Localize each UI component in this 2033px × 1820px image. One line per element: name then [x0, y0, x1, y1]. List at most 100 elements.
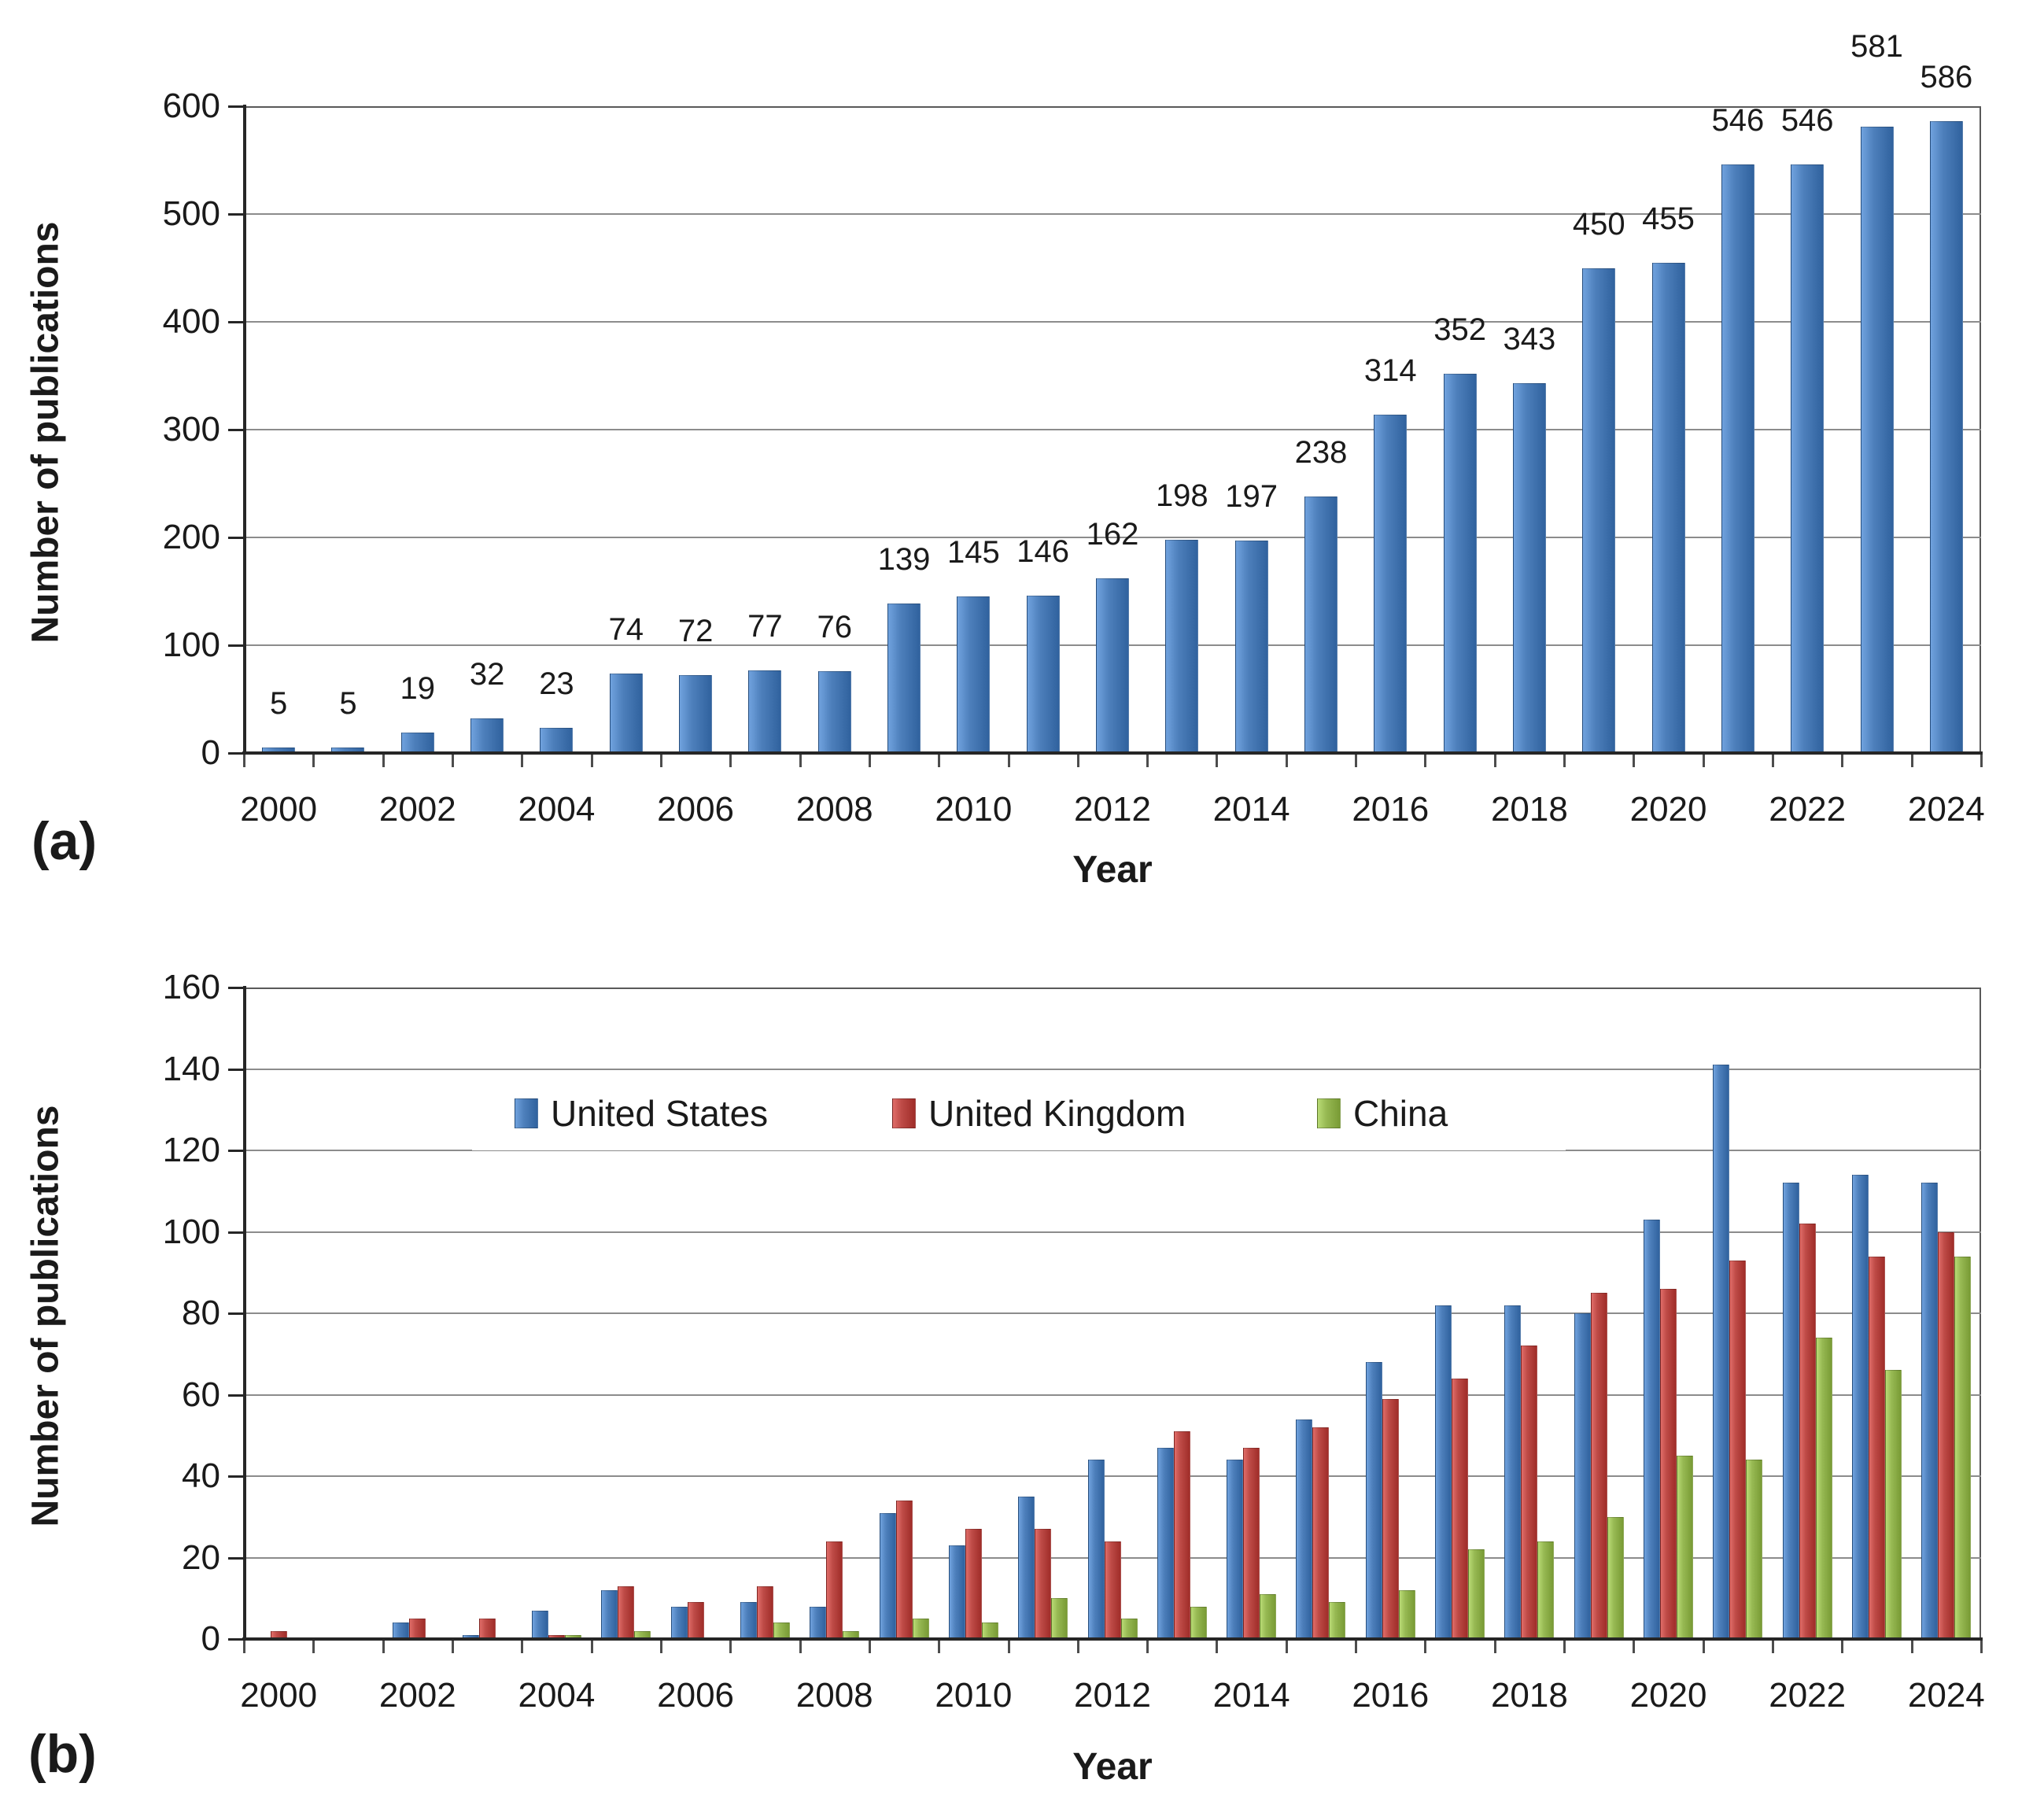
chart-b-x-tickmark — [312, 1641, 315, 1653]
chart-b-y-tick-label: 60 — [182, 1375, 220, 1414]
chart-a-data-label-2012: 162 — [1086, 517, 1139, 552]
chart-a-x-tickmark — [451, 755, 454, 767]
chart-b-bar-china-2020 — [1677, 1456, 1694, 1639]
chart-b-x-tickmark — [1841, 1641, 1844, 1653]
chart-a-y-tickmark-500 — [228, 213, 244, 216]
chart-b-bar-china-2014 — [1260, 1594, 1277, 1639]
chart-a-data-label-2002: 19 — [400, 670, 436, 706]
chart-a-x-tick-label: 2008 — [795, 790, 873, 829]
chart-a-data-label-2019: 450 — [1572, 206, 1625, 242]
chart-a-bar-2003 — [470, 718, 504, 753]
chart-b-legend-marker-united-states — [515, 1098, 538, 1128]
chart-a-y-tickmark-0 — [228, 752, 244, 755]
chart-a-bar-2022 — [1791, 164, 1825, 753]
chart-b-x-tickmark — [1493, 1641, 1496, 1653]
chart-b-bar-united-states-2018 — [1504, 1305, 1522, 1639]
chart-a-bar-2013 — [1165, 539, 1199, 753]
chart-b-bar-china-2004 — [564, 1634, 581, 1639]
chart-b-bar-united-kingdom-2006 — [687, 1602, 704, 1639]
chart-a-x-tickmark — [382, 755, 385, 767]
chart-b-bar-united-states-2013 — [1157, 1447, 1174, 1639]
chart-a-bar-2006 — [679, 675, 713, 753]
chart-b-y-tickmark-60 — [228, 1394, 244, 1397]
chart-a-bar-2014 — [1234, 541, 1268, 753]
chart-b-gridline-140 — [244, 1068, 1981, 1070]
chart-b-x-tickmark — [1216, 1641, 1219, 1653]
chart-b-bar-united-kingdom-2017 — [1452, 1378, 1469, 1639]
chart-b-x-tickmark — [729, 1641, 732, 1653]
chart-b-bar-united-kingdom-2015 — [1312, 1427, 1330, 1639]
chart-b-bar-united-kingdom-2010 — [965, 1529, 982, 1639]
chart-a-x-tickmark — [1076, 755, 1079, 767]
chart-a-data-label-2015: 238 — [1294, 434, 1348, 470]
chart-b-x-tick-label: 2006 — [657, 1676, 735, 1715]
chart-a-data-label-2010: 145 — [946, 535, 1000, 570]
chart-b-bar-united-kingdom-2018 — [1521, 1346, 1538, 1639]
chart-b-x-tickmark — [1146, 1641, 1149, 1653]
chart-b-bar-china-2021 — [1746, 1460, 1763, 1639]
chart-b-x-tick-label: 2012 — [1074, 1676, 1151, 1715]
chart-b-bar-united-kingdom-2005 — [618, 1586, 635, 1639]
chart-b-x-tickmark — [1424, 1641, 1427, 1653]
chart-a-y-tick-label: 0 — [201, 733, 220, 772]
chart-a-gridline-300 — [244, 429, 1981, 430]
chart-b-legend-marker-united-kingdom — [892, 1098, 916, 1128]
chart-a-x-tickmark — [1493, 755, 1496, 767]
chart-a-x-tickmark — [590, 755, 593, 767]
chart-b-y-tick-label: 40 — [182, 1456, 220, 1495]
chart-b-x-axis-line — [242, 1637, 1983, 1641]
chart-a-x-tickmark — [1633, 755, 1636, 767]
chart-b-bar-united-states-2003 — [462, 1634, 479, 1639]
chart-a-data-label-2013: 198 — [1155, 478, 1208, 513]
chart-b-x-tick-label: 2022 — [1769, 1676, 1847, 1715]
chart-b-bar-united-kingdom-2016 — [1382, 1398, 1399, 1639]
chart-b-x-tickmark — [1076, 1641, 1079, 1653]
chart-a-bar-2012 — [1096, 578, 1129, 753]
chart-a-x-tickmark — [938, 755, 941, 767]
chart-b-x-tick-label: 2024 — [1907, 1676, 1985, 1715]
chart-a-data-label-2017: 352 — [1433, 312, 1486, 347]
chart-a-bar-2023 — [1860, 127, 1894, 753]
chart-a-x-tickmark — [1563, 755, 1566, 767]
chart-a-y-axis-line — [243, 105, 246, 755]
chart-a-bar-2018 — [1512, 383, 1546, 753]
chart-a-x-tick-label: 2020 — [1629, 790, 1707, 829]
chart-b-bar-united-kingdom-2020 — [1660, 1288, 1677, 1639]
chart-a-data-label-2006: 72 — [677, 614, 714, 649]
chart-b-bar-china-2009 — [912, 1619, 929, 1639]
chart-b-bar-china-2022 — [1815, 1338, 1832, 1639]
chart-a-y-tick-label: 500 — [162, 194, 220, 233]
chart-b-y-tickmark-120 — [228, 1150, 244, 1152]
chart-a-x-axis-title: Year — [1072, 849, 1153, 891]
chart-b-x-tick-label: 2002 — [378, 1676, 456, 1715]
chart-b-bar-united-states-2004 — [531, 1610, 548, 1639]
chart-a-y-tickmark-300 — [228, 429, 244, 431]
chart-a-x-tickmark — [1285, 755, 1288, 767]
chart-a-y-axis-title: Number of publications — [24, 221, 67, 644]
chart-a-x-tickmark — [1980, 755, 1983, 767]
chart-a-bar-2011 — [1026, 595, 1060, 753]
chart-b-bar-china-2011 — [1051, 1598, 1068, 1639]
chart-a-y-tick-label: 300 — [162, 410, 220, 449]
chart-b-bar-united-kingdom-2024 — [1938, 1231, 1955, 1639]
chart-a-x-tickmark — [1146, 755, 1149, 767]
chart-b-bar-united-kingdom-2012 — [1104, 1541, 1121, 1639]
chart-a-bar-2024 — [1929, 121, 1963, 753]
chart-b-bar-united-states-2005 — [601, 1589, 618, 1639]
chart-b-bar-china-2016 — [1398, 1589, 1415, 1639]
chart-a-data-label-2014: 197 — [1225, 479, 1278, 515]
chart-b-y-tick-label: 100 — [162, 1212, 220, 1251]
chart-b-x-tickmark — [1980, 1641, 1983, 1653]
chart-a-bar-2017 — [1443, 373, 1477, 753]
chart-b-bar-united-kingdom-2021 — [1729, 1260, 1747, 1639]
chart-b-legend-entry-china: China — [1317, 1084, 1448, 1143]
chart-a-bar-2000 — [262, 748, 296, 753]
chart-a-data-label-2018: 343 — [1503, 322, 1556, 357]
chart-a-x-tick-label: 2016 — [1352, 790, 1430, 829]
chart-a-data-label-2001: 5 — [339, 686, 357, 722]
chart-b-bar-china-2007 — [773, 1622, 790, 1639]
chart-b-bar-united-kingdom-2004 — [548, 1634, 565, 1639]
chart-b-y-tickmark-100 — [228, 1231, 244, 1234]
chart-b-bar-united-kingdom-2003 — [478, 1619, 496, 1639]
